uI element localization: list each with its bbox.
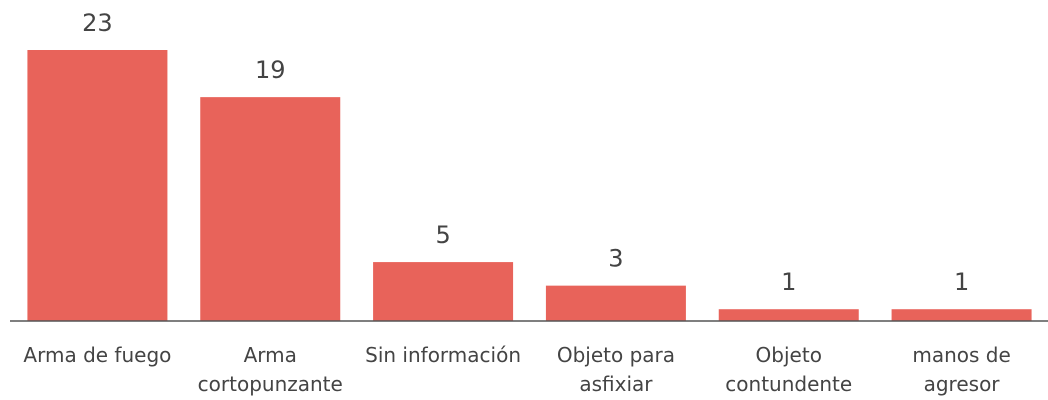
value-label: 1: [781, 268, 796, 296]
value-label: 19: [255, 56, 286, 84]
bar: [373, 262, 514, 321]
bar: [718, 309, 859, 321]
x-tick-label: Arma de fuego: [23, 343, 171, 367]
value-label: 23: [82, 9, 113, 37]
x-tick-label: Objeto para asfixiar: [557, 343, 675, 396]
bar: [891, 309, 1032, 321]
value-label: 5: [435, 221, 450, 249]
x-tick-label: Arma cortopunzante: [198, 343, 343, 396]
x-tick-label: Sin información: [365, 343, 521, 367]
x-tick-label: Objeto contundente: [725, 343, 852, 396]
x-tick-label: manos de agresor: [912, 343, 1010, 396]
value-label: 3: [608, 245, 623, 273]
bar: [200, 97, 341, 321]
bar: [545, 285, 686, 321]
value-label: 1: [954, 268, 969, 296]
bar: [27, 50, 168, 321]
